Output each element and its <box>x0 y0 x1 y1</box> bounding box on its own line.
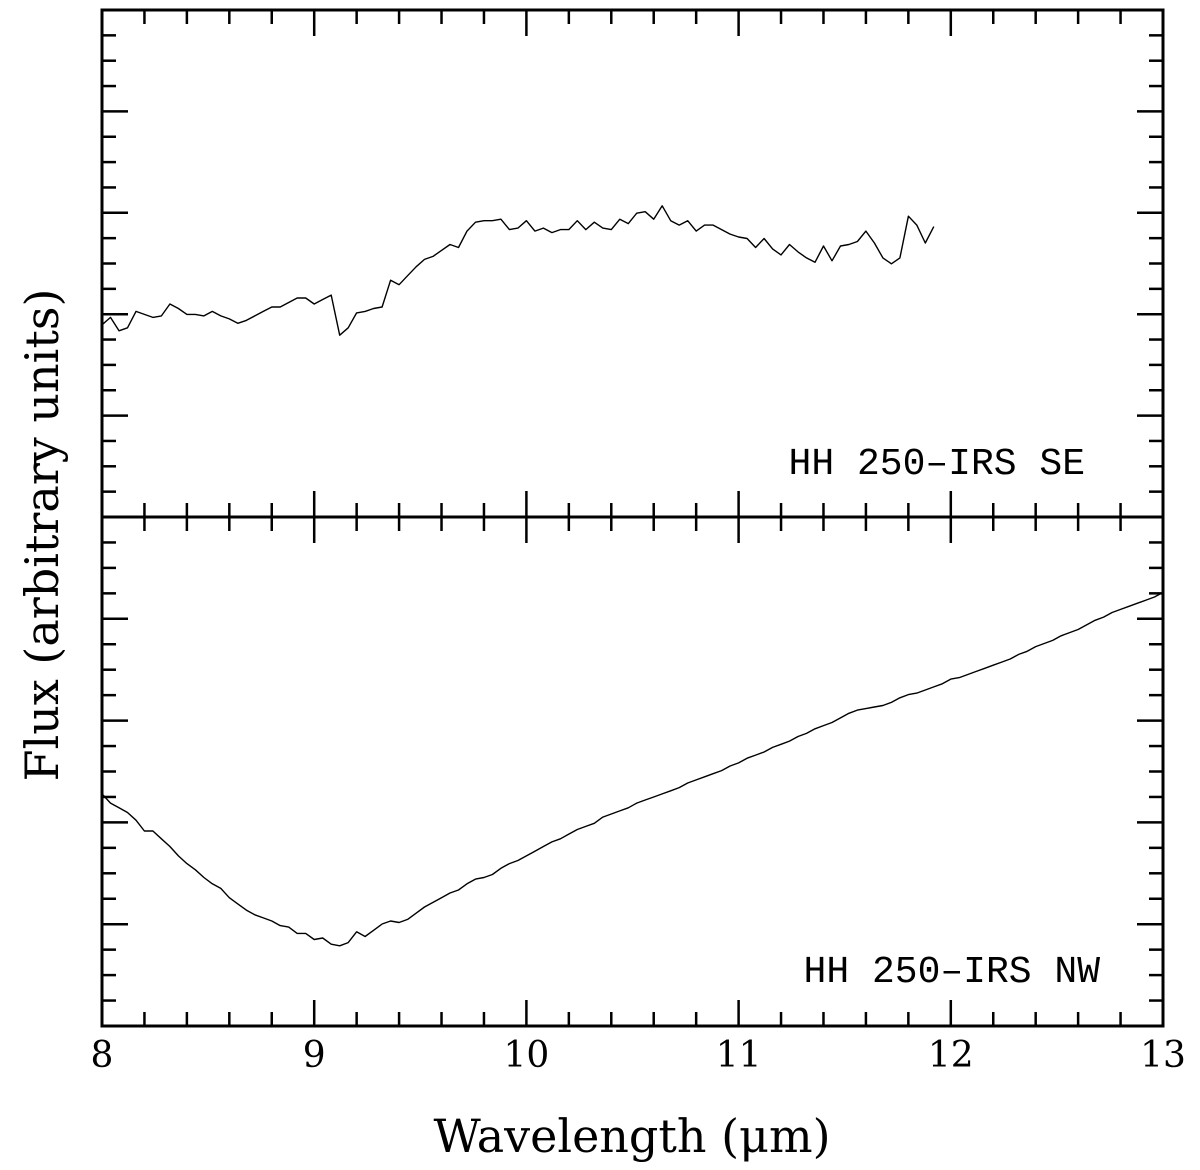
bottom-panel-frame <box>100 515 1165 1028</box>
x-tick-labels: 8 9 10 11 12 13 <box>91 1035 1186 1076</box>
top-panel-label: HH 250–IRS SE <box>789 443 1085 486</box>
x-tick-label: 13 <box>1140 1035 1186 1076</box>
bottom-spectrum-line <box>101 591 1164 947</box>
top-panel: HH 250–IRS SE <box>100 8 1165 519</box>
top-panel-ticks <box>100 10 1165 517</box>
x-tick-label: 12 <box>928 1035 974 1076</box>
bottom-panel-ticks <box>100 517 1165 1026</box>
top-panel-frame <box>100 8 1165 519</box>
x-tick-label: 11 <box>716 1035 762 1076</box>
x-axis-label: Wavelength (μm) <box>433 1109 830 1163</box>
x-tick-label: 10 <box>503 1035 549 1076</box>
bottom-panel-label: HH 250–IRS NW <box>804 951 1101 994</box>
x-tick-label: 8 <box>91 1035 114 1076</box>
top-spectrum-line <box>101 205 935 336</box>
bottom-panel: HH 250–IRS NW <box>100 515 1165 1028</box>
y-axis-label: Flux (arbitrary units) <box>15 289 69 782</box>
x-tick-label: 9 <box>303 1035 326 1076</box>
